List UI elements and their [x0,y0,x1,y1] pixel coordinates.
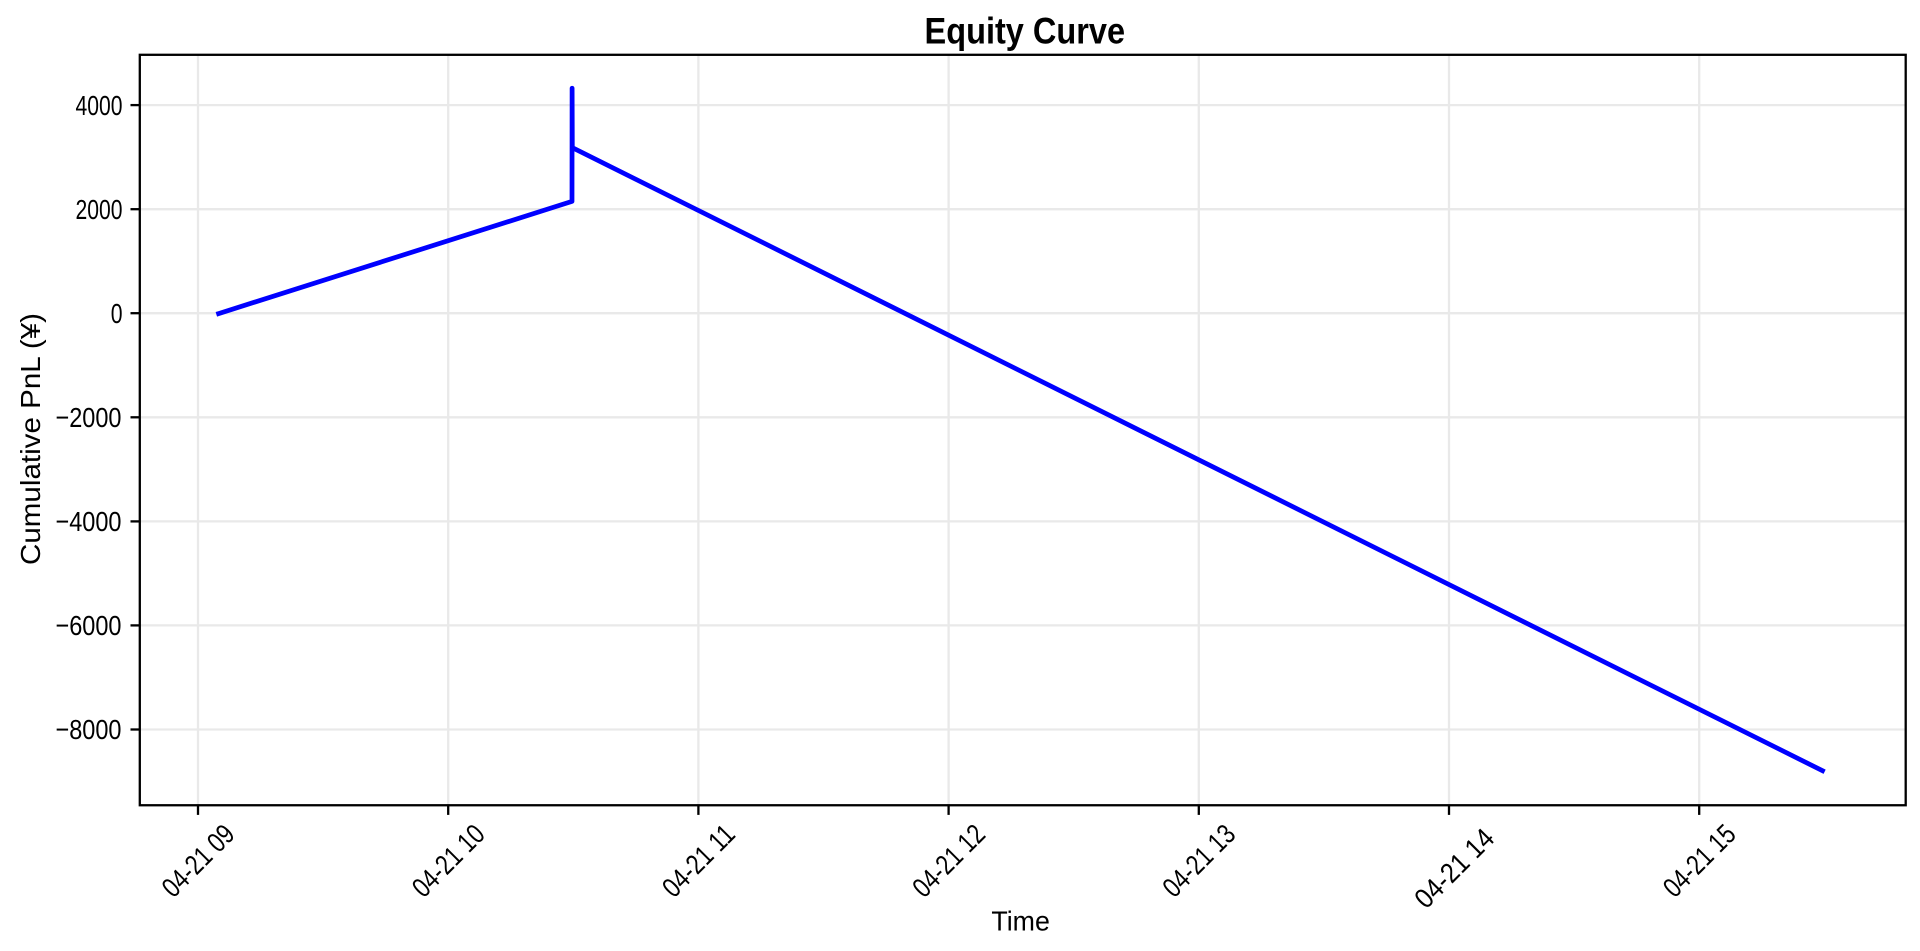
svg-text:Cumulative PnL (¥): Cumulative PnL (¥) [15,313,46,565]
svg-text:4000: 4000 [76,90,123,121]
svg-text:−2000: −2000 [56,402,122,433]
svg-text:0: 0 [111,298,123,329]
svg-text:2000: 2000 [76,194,123,225]
svg-text:Time: Time [991,906,1050,937]
svg-text:Equity Curve: Equity Curve [925,10,1126,52]
svg-text:−8000: −8000 [56,714,122,745]
svg-text:−4000: −4000 [56,506,122,537]
svg-text:−6000: −6000 [56,610,122,641]
